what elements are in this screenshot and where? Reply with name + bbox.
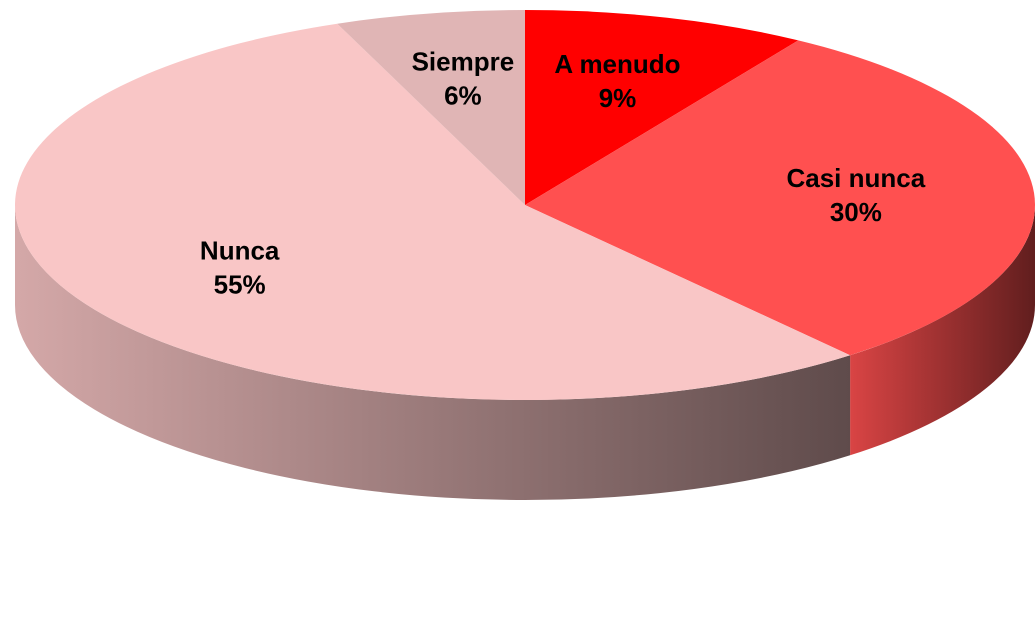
slice — [15, 23, 851, 401]
slice-side — [850, 205, 1035, 456]
slice-label: Nunca — [200, 235, 280, 265]
slice-label: Siempre — [412, 46, 515, 76]
slice-side — [15, 205, 851, 501]
slice-label: A menudo — [554, 49, 680, 79]
slice — [337, 10, 525, 205]
slice-value-label: 30% — [830, 197, 882, 227]
slice-value-label: 55% — [214, 269, 266, 299]
slice — [525, 10, 799, 205]
slice-label: Casi nunca — [786, 163, 925, 193]
slice-value-label: 9% — [599, 83, 637, 113]
slice-value-label: 6% — [444, 80, 482, 110]
slice — [525, 40, 1035, 356]
